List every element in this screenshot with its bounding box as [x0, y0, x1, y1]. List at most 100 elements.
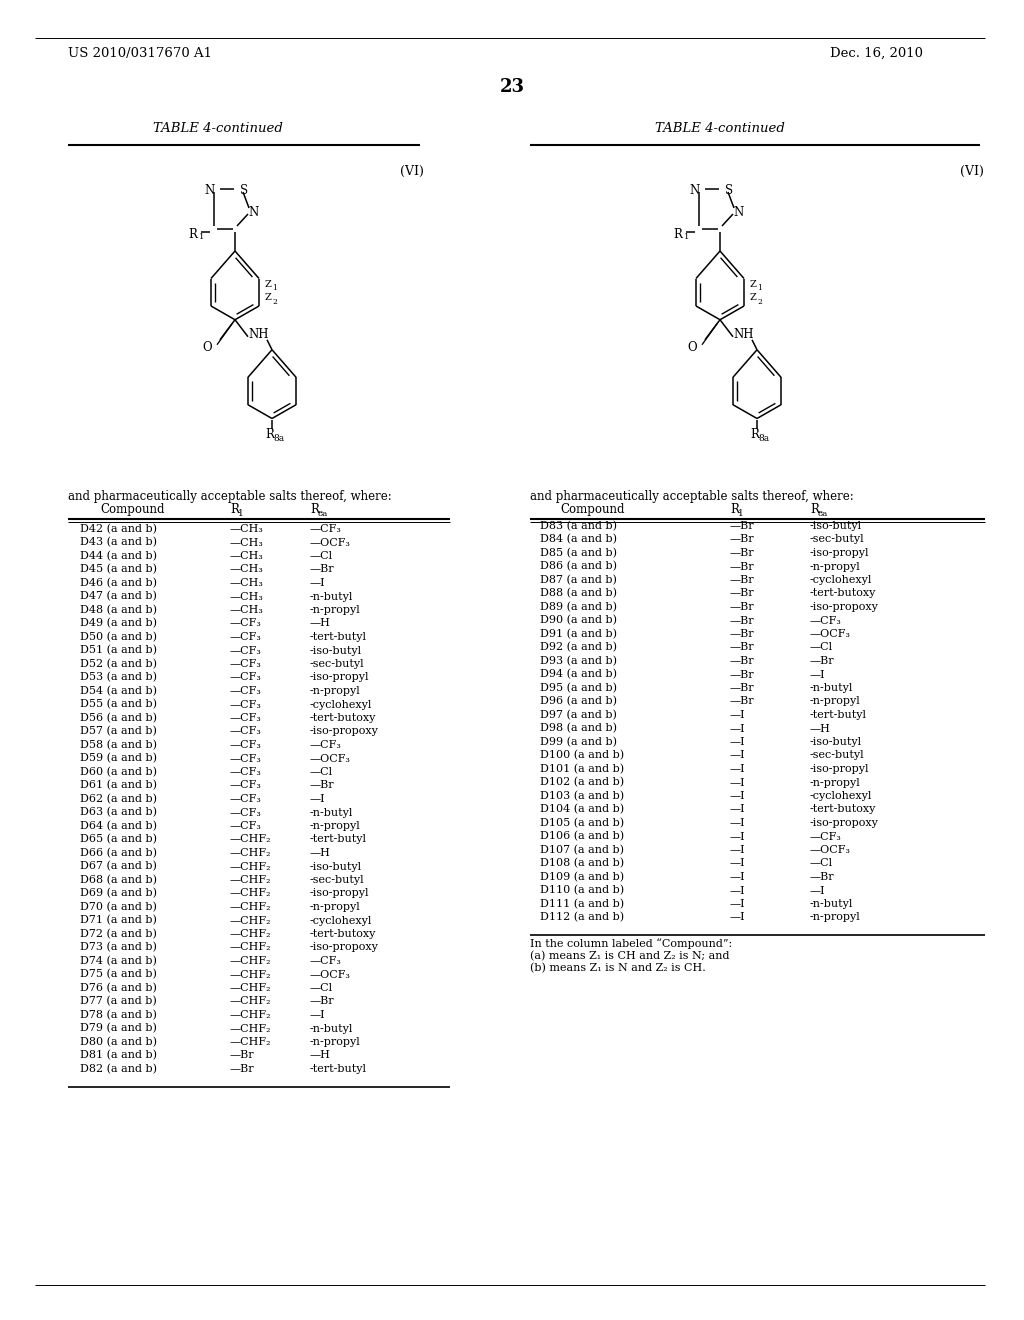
Text: —CHF₂: —CHF₂	[230, 929, 271, 939]
Text: (a) means Z₁ is CH and Z₂ is N; and: (a) means Z₁ is CH and Z₂ is N; and	[530, 950, 729, 961]
Text: D99 (a and b): D99 (a and b)	[540, 737, 617, 747]
Text: —CH₃: —CH₃	[230, 550, 264, 561]
Text: R: R	[730, 503, 739, 516]
Text: 23: 23	[500, 78, 524, 96]
Text: 1: 1	[200, 234, 205, 242]
Text: -iso-propyl: -iso-propyl	[810, 548, 869, 558]
Text: —CH₃: —CH₃	[230, 565, 264, 574]
Text: D95 (a and b): D95 (a and b)	[540, 682, 617, 693]
Text: —I: —I	[730, 751, 745, 760]
Text: —Br: —Br	[730, 589, 755, 598]
Text: —Cl: —Cl	[810, 643, 834, 652]
Text: D42 (a and b): D42 (a and b)	[80, 524, 157, 535]
Text: NH: NH	[734, 329, 755, 342]
Text: —CF₃: —CF₃	[310, 956, 342, 966]
Text: —Cl: —Cl	[310, 983, 333, 993]
Text: —CHF₂: —CHF₂	[230, 916, 271, 925]
Text: —CF₃: —CF₃	[230, 659, 262, 669]
Text: D44 (a and b): D44 (a and b)	[80, 550, 157, 561]
Text: —Br: —Br	[310, 565, 335, 574]
Text: —I: —I	[730, 912, 745, 923]
Text: —I: —I	[810, 669, 825, 680]
Text: D61 (a and b): D61 (a and b)	[80, 780, 157, 791]
Text: —Br: —Br	[730, 630, 755, 639]
Text: D58 (a and b): D58 (a and b)	[80, 739, 157, 750]
Text: D87 (a and b): D87 (a and b)	[540, 574, 616, 585]
Text: -iso-propyl: -iso-propyl	[310, 888, 370, 899]
Text: —H: —H	[310, 619, 331, 628]
Text: —CHF₂: —CHF₂	[230, 997, 271, 1006]
Text: —Cl: —Cl	[310, 550, 333, 561]
Text: -n-propyl: -n-propyl	[810, 912, 861, 923]
Text: -n-propyl: -n-propyl	[310, 821, 360, 832]
Text: D76 (a and b): D76 (a and b)	[80, 982, 157, 993]
Text: —Br: —Br	[810, 656, 835, 667]
Text: -tert-butoxy: -tert-butoxy	[310, 713, 377, 723]
Text: —I: —I	[730, 723, 745, 734]
Text: D72 (a and b): D72 (a and b)	[80, 929, 157, 939]
Text: -sec-butyl: -sec-butyl	[810, 751, 864, 760]
Text: —H: —H	[310, 1051, 331, 1060]
Text: —CF₃: —CF₃	[230, 672, 262, 682]
Text: D104 (a and b): D104 (a and b)	[540, 804, 624, 814]
Text: Z: Z	[265, 280, 272, 289]
Text: D74 (a and b): D74 (a and b)	[80, 956, 157, 966]
Text: R: R	[310, 503, 318, 516]
Text: D77 (a and b): D77 (a and b)	[80, 997, 157, 1006]
Text: -cyclohexyl: -cyclohexyl	[810, 791, 872, 801]
Text: -iso-propoxy: -iso-propoxy	[810, 602, 879, 612]
Text: R: R	[810, 503, 819, 516]
Text: S: S	[725, 185, 733, 198]
Text: D98 (a and b): D98 (a and b)	[540, 723, 617, 734]
Text: —CHF₂: —CHF₂	[230, 862, 271, 871]
Text: -iso-propoxy: -iso-propoxy	[310, 726, 379, 737]
Text: —I: —I	[730, 845, 745, 855]
Text: R: R	[188, 227, 198, 240]
Text: —Br: —Br	[730, 682, 755, 693]
Text: —CHF₂: —CHF₂	[230, 902, 271, 912]
Text: —Br: —Br	[730, 561, 755, 572]
Text: D84 (a and b): D84 (a and b)	[540, 535, 617, 544]
Text: —OCF₃: —OCF₃	[310, 754, 351, 763]
Text: -n-propyl: -n-propyl	[310, 605, 360, 615]
Text: D82 (a and b): D82 (a and b)	[80, 1064, 157, 1074]
Text: —CH₃: —CH₃	[230, 578, 264, 587]
Text: (b) means Z₁ is N and Z₂ is CH.: (b) means Z₁ is N and Z₂ is CH.	[530, 962, 706, 973]
Text: —CF₃: —CF₃	[230, 619, 262, 628]
Text: —I: —I	[730, 737, 745, 747]
Text: -cyclohexyl: -cyclohexyl	[310, 700, 373, 710]
Text: —Br: —Br	[730, 697, 755, 706]
Text: -tert-butoxy: -tert-butoxy	[810, 589, 877, 598]
Text: —CH₃: —CH₃	[230, 605, 264, 615]
Text: Z: Z	[265, 293, 272, 302]
Text: D110 (a and b): D110 (a and b)	[540, 886, 624, 895]
Text: -n-butyl: -n-butyl	[310, 1023, 353, 1034]
Text: —Br: —Br	[310, 780, 335, 791]
Text: N: N	[690, 185, 700, 198]
Text: —Br: —Br	[730, 521, 755, 531]
Text: —I: —I	[310, 795, 326, 804]
Text: D56 (a and b): D56 (a and b)	[80, 713, 157, 723]
Text: —I: —I	[730, 899, 745, 909]
Text: D48 (a and b): D48 (a and b)	[80, 605, 157, 615]
Text: —CF₃: —CF₃	[230, 632, 262, 642]
Text: 2: 2	[757, 298, 762, 306]
Text: —CHF₂: —CHF₂	[230, 956, 271, 966]
Text: 8a: 8a	[273, 434, 285, 444]
Text: TABLE 4-continued: TABLE 4-continued	[655, 121, 785, 135]
Text: Z: Z	[750, 293, 757, 302]
Text: -sec-butyl: -sec-butyl	[310, 659, 365, 669]
Text: D62 (a and b): D62 (a and b)	[80, 793, 157, 804]
Text: D51 (a and b): D51 (a and b)	[80, 645, 157, 656]
Text: D105 (a and b): D105 (a and b)	[540, 817, 624, 828]
Text: D43 (a and b): D43 (a and b)	[80, 537, 157, 548]
Text: -n-butyl: -n-butyl	[810, 899, 853, 909]
Text: —Br: —Br	[730, 669, 755, 680]
Text: D83 (a and b): D83 (a and b)	[540, 520, 617, 531]
Text: —CF₃: —CF₃	[230, 713, 262, 723]
Text: D64 (a and b): D64 (a and b)	[80, 821, 157, 832]
Text: O: O	[202, 342, 212, 354]
Text: D96 (a and b): D96 (a and b)	[540, 696, 617, 706]
Text: -n-propyl: -n-propyl	[810, 697, 861, 706]
Text: —Br: —Br	[230, 1064, 255, 1074]
